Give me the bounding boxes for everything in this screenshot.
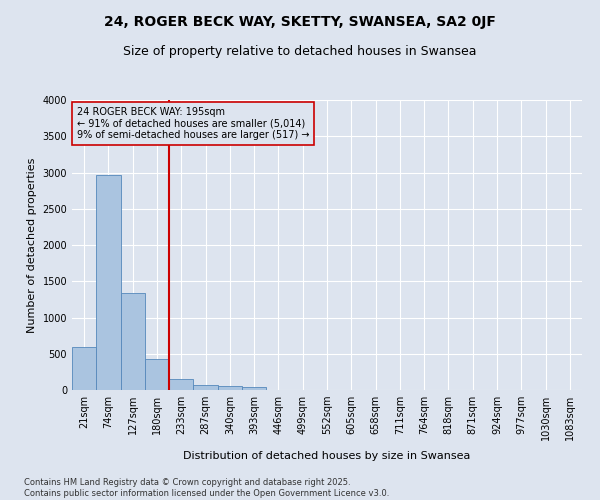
- Bar: [72, 347, 96, 390]
- Bar: [193, 384, 218, 390]
- Text: 24 ROGER BECK WAY: 195sqm
← 91% of detached houses are smaller (5,014)
9% of sem: 24 ROGER BECK WAY: 195sqm ← 91% of detac…: [77, 108, 310, 140]
- Bar: [169, 379, 193, 390]
- Bar: [242, 387, 266, 390]
- Text: Size of property relative to detached houses in Swansea: Size of property relative to detached ho…: [123, 45, 477, 58]
- Bar: [121, 293, 145, 390]
- Bar: [145, 359, 169, 390]
- Bar: [96, 176, 121, 390]
- X-axis label: Distribution of detached houses by size in Swansea: Distribution of detached houses by size …: [184, 451, 470, 461]
- Y-axis label: Number of detached properties: Number of detached properties: [27, 158, 37, 332]
- Text: 24, ROGER BECK WAY, SKETTY, SWANSEA, SA2 0JF: 24, ROGER BECK WAY, SKETTY, SWANSEA, SA2…: [104, 15, 496, 29]
- Bar: [218, 386, 242, 390]
- Text: Contains HM Land Registry data © Crown copyright and database right 2025.
Contai: Contains HM Land Registry data © Crown c…: [24, 478, 389, 498]
